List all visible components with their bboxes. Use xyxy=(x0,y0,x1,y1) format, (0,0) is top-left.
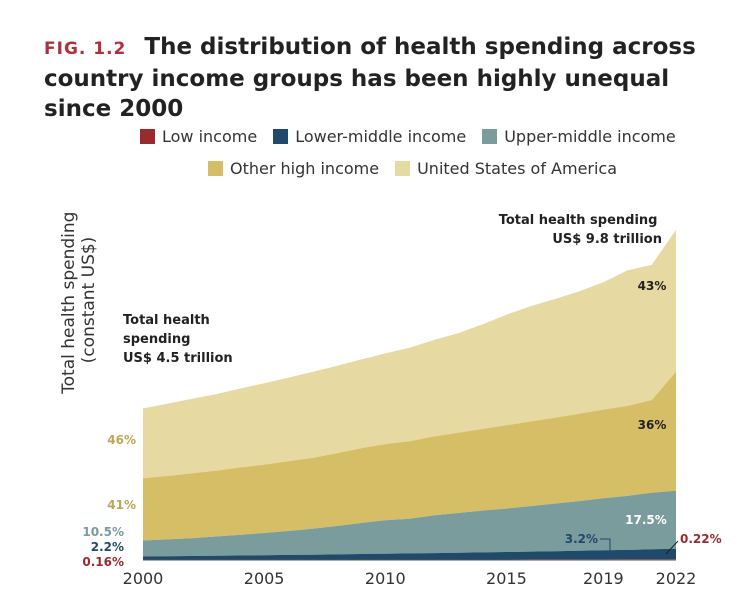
chart-title: FIG. 1.2 The distribution of health spend… xyxy=(44,32,744,124)
total-2000-line-1: Total health xyxy=(123,313,210,328)
legend-swatch-usa xyxy=(395,160,411,176)
area-other-high-income xyxy=(143,371,676,541)
x-tick-2015: 2015 xyxy=(486,569,527,588)
legend-swatch-lower-middle-income xyxy=(273,128,289,144)
x-tick-2019: 2019 xyxy=(583,569,624,588)
legend-swatch-other-high-income xyxy=(208,160,223,176)
title-text: The distribution of health spending acro… xyxy=(44,34,696,122)
legend-item-other-high-income: Other high income xyxy=(208,159,379,178)
total-2000-annotation: Total health spending US$ 4.5 trillion xyxy=(123,313,233,366)
x-tick-2005: 2005 xyxy=(244,569,285,588)
legend-item-upper-middle-income: Upper-middle income xyxy=(482,127,676,146)
leader-line-lower-middle-2022 xyxy=(600,538,611,552)
y-axis-label-line-2: (constant US$) xyxy=(79,237,99,364)
area-united-states-of-america xyxy=(143,229,676,479)
share-2022-3: 3.2% xyxy=(565,532,598,546)
legend-row-1: Low income Lower-middle income Upper-mid… xyxy=(140,124,720,148)
total-2022-annotation: Total health spending US$ 9.8 trillion xyxy=(499,213,662,247)
legend: Low income Lower-middle income Upper-mid… xyxy=(140,124,720,188)
area-upper-middle-income xyxy=(143,490,676,557)
share-2022-1: 36% xyxy=(638,418,667,432)
share-2000-2: 10.5% xyxy=(82,525,124,539)
leader-line-low-income-2022 xyxy=(665,540,679,555)
share-2000-4: 0.16% xyxy=(82,555,124,569)
share-2000-3: 2.2% xyxy=(91,540,124,554)
total-2022-line-1: Total health spending xyxy=(499,213,658,228)
legend-item-usa: United States of America xyxy=(395,159,617,178)
legend-label-lower-middle-income: Lower-middle income xyxy=(295,126,467,146)
share-2000-0: 46% xyxy=(107,433,136,447)
y-axis-label: Total health spending (constant US$) xyxy=(59,206,99,395)
legend-label-other-high-income: Other high income xyxy=(230,158,380,178)
legend-item-low-income: Low income xyxy=(140,127,257,146)
area-lower-middle-income xyxy=(143,548,676,560)
x-axis-ticks: 2000 2005 2010 2015 2019 2022 xyxy=(123,569,697,588)
share-2000-1: 41% xyxy=(107,498,136,512)
x-tick-2010: 2010 xyxy=(365,569,406,588)
legend-swatch-low-income xyxy=(140,128,155,144)
x-tick-2000: 2000 xyxy=(123,569,164,588)
share-2022-0: 43% xyxy=(638,279,667,293)
legend-item-lower-middle-income: Lower-middle income xyxy=(273,127,466,146)
share-2022-4: 0.22% xyxy=(680,532,722,546)
x-tick-2022: 2022 xyxy=(656,569,697,588)
legend-label-usa: United States of America xyxy=(417,158,618,178)
share-labels: 46% 41% 10.5%2.2%0.16% 43% 36% 17.5% 3.2% 0.22% xyxy=(82,279,721,569)
legend-row-2: Other high income United States of Ameri… xyxy=(208,156,720,180)
legend-label-upper-middle-income: Upper-middle income xyxy=(504,126,676,146)
total-2000-line-2: spending xyxy=(123,332,190,347)
total-2022-line-2: US$ 9.8 trillion xyxy=(552,232,662,247)
legend-swatch-upper-middle-income xyxy=(482,128,498,144)
total-2000-line-3: US$ 4.5 trillion xyxy=(123,351,233,366)
legend-label-low-income: Low income xyxy=(162,126,258,146)
area-layers xyxy=(143,229,676,560)
y-axis-label-line-1: Total health spending xyxy=(59,212,79,395)
figure-label: FIG. 1.2 xyxy=(44,39,127,59)
share-2022-2: 17.5% xyxy=(625,513,667,527)
